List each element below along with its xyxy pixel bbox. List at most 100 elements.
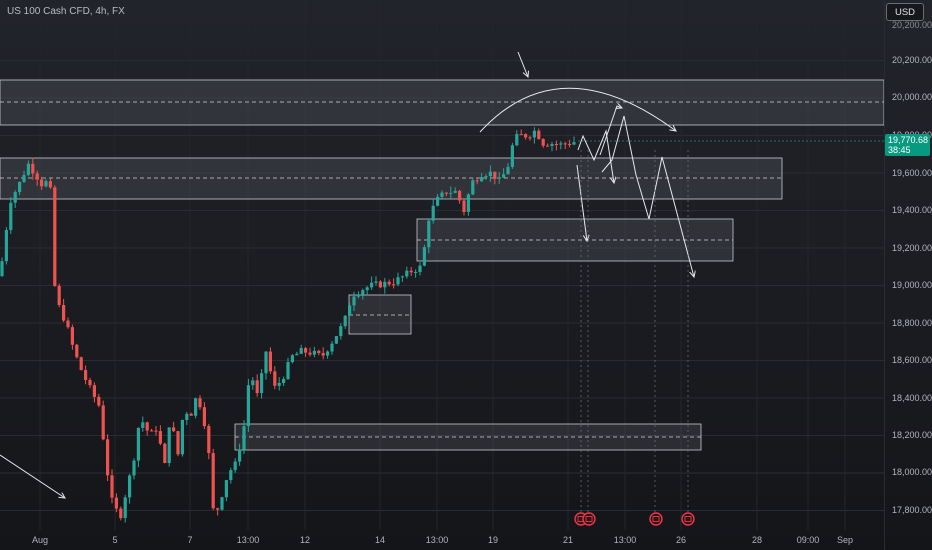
candle-body bbox=[286, 362, 290, 380]
candle-body bbox=[158, 431, 162, 444]
price-tick: 20,200.00 bbox=[892, 55, 932, 65]
current-price-value: 19,770.68 bbox=[888, 135, 929, 145]
time-tick: Aug bbox=[31, 535, 49, 545]
candle-body bbox=[352, 296, 356, 306]
candle-body bbox=[462, 200, 466, 212]
calendar-event-icon[interactable] bbox=[681, 512, 695, 526]
price-tick: 20,200.00 bbox=[892, 20, 932, 30]
candle-body bbox=[48, 181, 52, 188]
candle-body bbox=[422, 247, 426, 266]
candle-body bbox=[444, 192, 448, 194]
candle-body bbox=[110, 475, 114, 498]
candle-body bbox=[31, 163, 35, 174]
candle-body bbox=[40, 179, 44, 187]
calendar-event-icon[interactable] bbox=[649, 512, 663, 526]
candle-body bbox=[519, 134, 523, 136]
candle-body bbox=[88, 380, 92, 386]
candle-body bbox=[251, 380, 255, 386]
price-tick: 20,000.00 bbox=[892, 92, 932, 102]
candle-body bbox=[471, 180, 475, 195]
candle-body bbox=[427, 220, 431, 248]
candle-body bbox=[546, 145, 550, 147]
candle-body bbox=[119, 508, 123, 519]
time-tick: 09:00 bbox=[796, 535, 820, 545]
price-tick: 18,200.00 bbox=[892, 430, 932, 440]
candle-body bbox=[488, 171, 492, 177]
candle-body bbox=[123, 497, 127, 519]
candle-body bbox=[154, 430, 158, 432]
candle-body bbox=[180, 419, 184, 455]
candle-body bbox=[343, 315, 347, 327]
candle-body bbox=[79, 357, 83, 371]
time-tick: 7 bbox=[187, 535, 193, 545]
candle-body bbox=[229, 470, 233, 481]
candle-body bbox=[150, 430, 154, 432]
candle-body bbox=[392, 284, 396, 286]
candle-body bbox=[62, 305, 66, 321]
calendar-event-icon[interactable] bbox=[582, 512, 596, 526]
projection-path-drawing[interactable] bbox=[599, 106, 622, 156]
candle-body bbox=[326, 351, 330, 356]
price-tick: 19,200.00 bbox=[892, 243, 932, 253]
candle-body bbox=[409, 270, 413, 273]
candle-body bbox=[436, 196, 440, 206]
candle-body bbox=[233, 461, 237, 471]
candle-body bbox=[387, 281, 391, 285]
candle-body bbox=[13, 192, 17, 203]
price-tick: 18,400.00 bbox=[892, 393, 932, 403]
candle-body bbox=[400, 276, 404, 278]
candle-body bbox=[356, 294, 360, 297]
candle-body bbox=[304, 348, 308, 353]
candle-body bbox=[554, 144, 558, 146]
projection-path-drawing[interactable] bbox=[577, 129, 614, 183]
candle-body bbox=[312, 350, 316, 355]
candle-body bbox=[268, 351, 272, 372]
candle-body bbox=[550, 144, 554, 146]
candle-body bbox=[101, 405, 105, 440]
time-tick: 12 bbox=[299, 535, 311, 545]
candle-body bbox=[378, 281, 382, 288]
candle-body bbox=[141, 422, 145, 428]
candle-body bbox=[502, 174, 506, 178]
arrow-drawing[interactable] bbox=[576, 164, 587, 241]
candle-body bbox=[480, 177, 484, 182]
candle-body bbox=[97, 396, 101, 406]
candle-body bbox=[216, 508, 220, 510]
candle-body bbox=[128, 475, 132, 498]
candle-body bbox=[246, 385, 250, 427]
symbol-title[interactable]: US 100 Cash CFD, 4h, FX bbox=[7, 6, 125, 17]
price-tick: 17,800.00 bbox=[892, 505, 932, 515]
candle-body bbox=[374, 281, 378, 283]
candle-body bbox=[475, 180, 479, 182]
arrow-drawing[interactable] bbox=[0, 454, 65, 498]
candle-body bbox=[66, 320, 70, 328]
zone-rectangle[interactable] bbox=[0, 79, 885, 126]
arc-arrow-drawing[interactable] bbox=[479, 87, 676, 133]
candle-body bbox=[559, 143, 563, 145]
price-tick: 19,600.00 bbox=[892, 168, 932, 178]
candle-body bbox=[145, 422, 149, 431]
arrow-drawing[interactable] bbox=[517, 51, 528, 77]
candle-body bbox=[4, 230, 8, 262]
projection-path-drawing[interactable] bbox=[601, 115, 694, 277]
candle-body bbox=[224, 480, 228, 498]
zone-rectangle[interactable] bbox=[0, 157, 783, 200]
zone-rectangle[interactable] bbox=[348, 294, 412, 335]
candle-body bbox=[537, 130, 541, 140]
candle-body bbox=[308, 352, 312, 355]
candle-body bbox=[132, 460, 136, 476]
candle-body bbox=[136, 427, 140, 461]
candle-body bbox=[458, 190, 462, 201]
candle-body bbox=[453, 190, 457, 193]
candle-body bbox=[383, 281, 387, 288]
candle-body bbox=[75, 344, 79, 358]
currency-button[interactable]: USD bbox=[886, 3, 924, 21]
time-tick: 26 bbox=[675, 535, 687, 545]
candle-body bbox=[264, 351, 268, 374]
candle-body bbox=[515, 134, 519, 146]
candle-body bbox=[282, 379, 286, 383]
candle-body bbox=[321, 353, 325, 356]
price-tick: 18,000.00 bbox=[892, 467, 932, 477]
